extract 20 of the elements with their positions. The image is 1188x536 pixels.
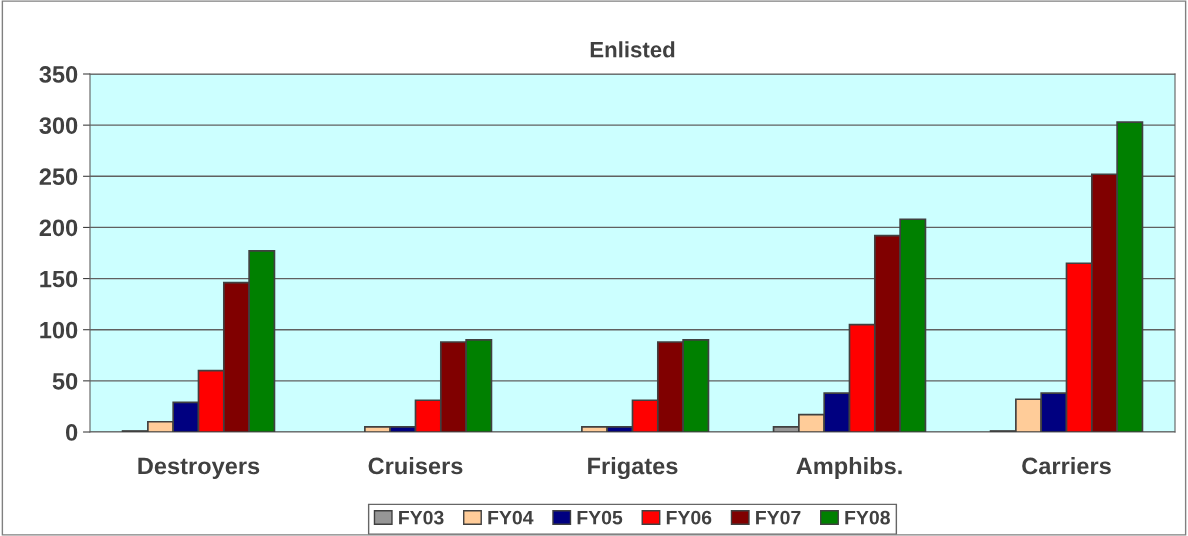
legend-label: FY04 xyxy=(488,510,534,525)
y-tick-label: 300 xyxy=(39,117,78,134)
y-tick-label: 0 xyxy=(66,424,78,441)
y-tick-label: 350 xyxy=(39,66,78,83)
x-tick-label: Carriers xyxy=(1022,457,1111,475)
x-tick-label: Amphibs. xyxy=(796,457,902,480)
legend-label: FY08 xyxy=(845,510,890,525)
x-tick-label: Cruisers xyxy=(368,457,463,475)
legend-label: FY03 xyxy=(399,510,444,525)
y-tick-label: 100 xyxy=(40,321,78,339)
y-tick-label: 200 xyxy=(39,219,78,237)
y-tick-label: 50 xyxy=(52,372,78,390)
x-tick-label: Destroyers xyxy=(138,457,260,480)
y-tick-label: 150 xyxy=(40,270,78,288)
legend-label: FY06 xyxy=(666,510,712,525)
y-tick-label: 250 xyxy=(39,168,78,186)
legend-label: FY05 xyxy=(577,510,623,525)
legend-label: FY07 xyxy=(756,510,801,525)
x-tick-label: Frigates xyxy=(588,457,678,480)
chart-title: Enlisted xyxy=(590,41,675,58)
